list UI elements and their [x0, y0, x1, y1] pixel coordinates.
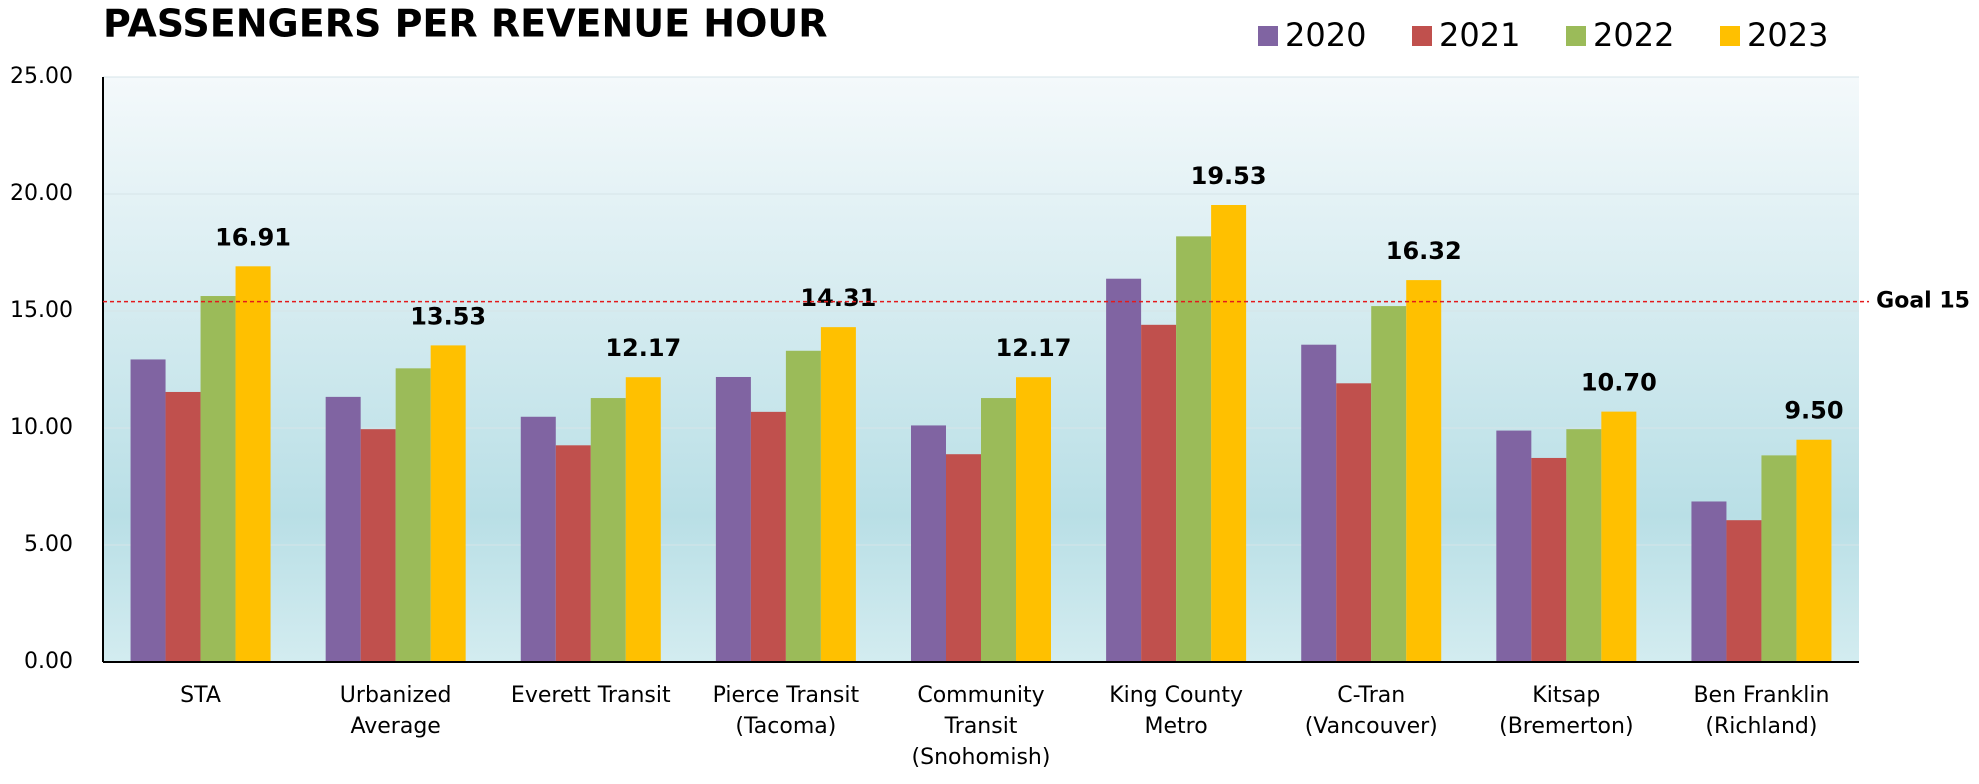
chart-title: PASSENGERS PER REVENUE HOUR — [103, 2, 828, 46]
y-tick-label: 20.00 — [10, 181, 73, 206]
legend-swatch — [1566, 26, 1586, 46]
bar — [555, 445, 591, 662]
bar — [820, 327, 856, 662]
bar — [981, 398, 1016, 662]
bar — [325, 396, 361, 662]
data-label: 14.31 — [800, 284, 876, 312]
bar — [1496, 430, 1532, 662]
data-label: 19.53 — [1191, 162, 1267, 190]
legend-label: 2021 — [1439, 16, 1520, 54]
data-label: 13.53 — [410, 302, 486, 330]
x-tick-label: Pierce Transit (Tacoma) — [712, 683, 860, 739]
bar — [1691, 501, 1727, 662]
bar — [946, 454, 981, 662]
bar — [1406, 280, 1442, 662]
x-tick-label: C-Tran (Vancouver) — [1304, 683, 1438, 739]
bar — [625, 377, 661, 662]
bar — [430, 345, 466, 662]
data-label: 12.17 — [996, 334, 1072, 362]
data-label: 12.17 — [605, 334, 681, 362]
bar — [1141, 324, 1177, 662]
bar — [1726, 520, 1762, 662]
bar — [395, 368, 431, 662]
legend-swatch — [1258, 26, 1278, 46]
legend-label: 2020 — [1285, 16, 1366, 54]
y-tick-label: 10.00 — [10, 415, 73, 440]
data-label: 16.32 — [1386, 237, 1462, 265]
x-tick-label: Everett Transit — [510, 683, 671, 708]
bar — [165, 391, 201, 662]
legend-swatch — [1412, 26, 1432, 46]
bar — [1566, 429, 1602, 662]
bar — [130, 359, 166, 662]
bar — [715, 376, 751, 662]
y-tick-label: 5.00 — [24, 532, 73, 557]
x-tick-label: Kitsap (Bremerton) — [1499, 683, 1634, 739]
data-label: 9.50 — [1784, 397, 1843, 425]
data-label: 16.91 — [215, 223, 291, 251]
bar — [1211, 204, 1247, 663]
bar — [1106, 278, 1142, 662]
bar — [1371, 306, 1407, 662]
bar — [1336, 383, 1372, 662]
data-label: 10.70 — [1581, 369, 1657, 397]
x-tick-label: King County Metro — [1109, 683, 1243, 739]
legend-swatch — [1720, 26, 1740, 46]
bar — [235, 266, 271, 662]
x-tick-label: Urbanized Average — [339, 683, 452, 739]
bar — [911, 425, 946, 662]
y-tick-label: 25.00 — [10, 64, 73, 89]
bar — [1601, 411, 1637, 662]
bar — [1301, 344, 1337, 662]
bar — [590, 398, 626, 662]
bar — [785, 350, 821, 662]
bar — [1016, 377, 1051, 662]
goal-label: Goal 15 — [1876, 289, 1970, 314]
y-tick-label: 0.00 — [24, 649, 73, 674]
bar — [1531, 457, 1567, 662]
bar — [200, 296, 236, 662]
bar — [520, 416, 556, 662]
bar — [1761, 455, 1797, 662]
legend-label: 2023 — [1747, 16, 1828, 54]
y-tick-label: 15.00 — [10, 298, 73, 323]
bar — [1796, 439, 1832, 662]
x-tick-label: Ben Franklin (Richland) — [1693, 683, 1830, 739]
legend-label: 2022 — [1593, 16, 1674, 54]
bar — [1176, 236, 1212, 662]
bar — [750, 411, 786, 662]
x-tick-label: Community Transit (Snohomish) — [911, 683, 1051, 770]
bar — [360, 429, 396, 662]
x-tick-label: STA — [180, 683, 221, 708]
